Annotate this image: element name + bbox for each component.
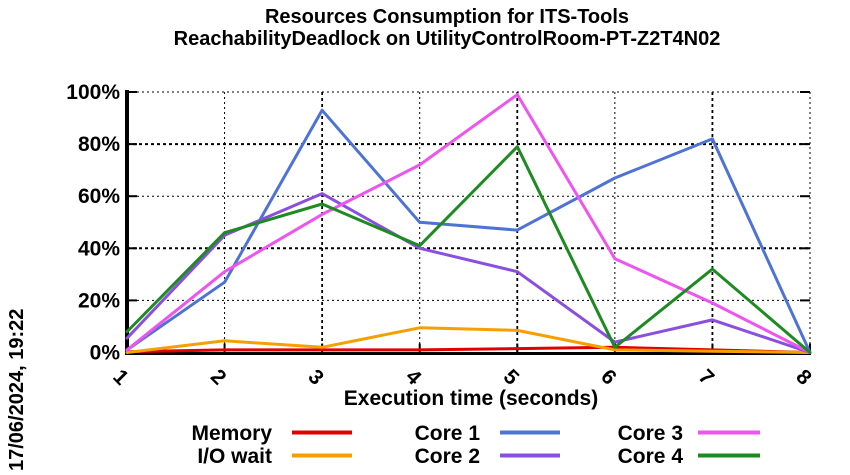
- x-tick-label-8: 8: [791, 365, 816, 390]
- legend-label-core-4: Core 4: [618, 445, 684, 468]
- series-core-1-line: [125, 108, 812, 354]
- chart-title-line2: ReachabilityDeadlock on UtilityControlRo…: [173, 28, 721, 50]
- x-tick-label-3: 3: [304, 365, 329, 390]
- legend-label-core-2: Core 2: [415, 445, 480, 468]
- series-core-4-line: [125, 145, 812, 354]
- series-memory-line: [125, 345, 812, 354]
- x-tick-label-1: 1: [108, 365, 133, 390]
- legend-label-core-1: Core 1: [415, 422, 481, 445]
- y-tick-label-100: 100%: [66, 81, 120, 104]
- legend-label-core-3: Core 3: [618, 422, 683, 445]
- y-tick-label-40: 40%: [78, 237, 120, 260]
- x-tick-label-6: 6: [596, 365, 621, 390]
- x-axis-title: Execution time (seconds): [343, 387, 599, 410]
- x-tick-label-5: 5: [499, 365, 524, 390]
- series-core-3-line: [125, 93, 812, 354]
- y-tick-label-80: 80%: [78, 133, 120, 156]
- y-tick-label-20: 20%: [78, 289, 120, 312]
- chart-title-line1: Resources Consumption for ITS-Tools: [264, 6, 630, 28]
- y-tick-label-0: 0%: [90, 342, 121, 365]
- legend-label-i-o-wait: I/O wait: [197, 445, 272, 468]
- x-tick-label-7: 7: [694, 365, 719, 390]
- series-i-o-wait-line: [125, 326, 812, 354]
- x-tick-label-2: 2: [206, 365, 231, 390]
- x-tick-label-4: 4: [401, 365, 426, 390]
- legend-label-memory: Memory: [191, 422, 272, 445]
- y-tick-label-60: 60%: [78, 185, 120, 208]
